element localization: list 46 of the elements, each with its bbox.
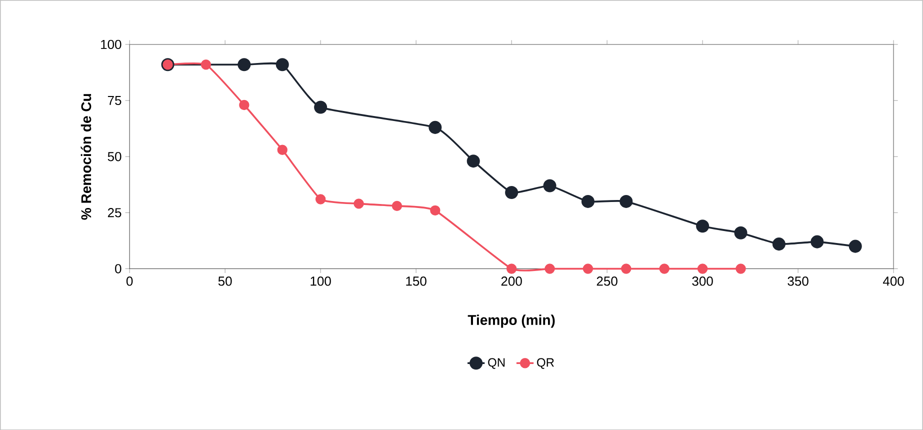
y-axis-title: % Remoción de Cu (80, 94, 92, 220)
x-tick-label: 150 (406, 276, 426, 286)
point (736, 263, 746, 274)
point (659, 263, 670, 274)
point (544, 263, 555, 274)
point (543, 179, 556, 192)
point (315, 194, 326, 204)
point (314, 100, 328, 114)
point (734, 226, 748, 240)
point (620, 194, 633, 208)
point (466, 154, 480, 168)
point (581, 194, 594, 208)
legend-label: QN (488, 358, 505, 369)
point (582, 263, 594, 274)
point (239, 100, 250, 110)
point (810, 235, 824, 248)
x-tick-label: 350 (788, 276, 808, 286)
point (697, 263, 708, 274)
point (772, 237, 786, 250)
point (200, 59, 212, 70)
point (428, 120, 442, 134)
x-tick-label: 0 (126, 276, 133, 286)
point (392, 200, 402, 211)
x-tick-label: 250 (596, 276, 618, 286)
x-tick-label: 50 (218, 276, 232, 286)
y-tick-label: 0 (115, 264, 122, 274)
y-tick-label: 50 (108, 152, 122, 162)
point (277, 144, 288, 155)
legend-label: QR (537, 358, 554, 369)
point (354, 198, 364, 209)
y-tick-label: 100 (101, 40, 122, 49)
point (505, 186, 518, 199)
point (238, 58, 251, 71)
y-tick-label: 75 (108, 96, 122, 105)
x-tick-label: 100 (310, 276, 331, 286)
point (506, 263, 517, 274)
point (848, 240, 862, 253)
y-tick-label: 25 (108, 208, 122, 218)
point (430, 205, 440, 216)
x-tick-label: 200 (501, 276, 522, 286)
point (276, 58, 289, 71)
x-tick-label: 400 (882, 276, 904, 286)
point (621, 263, 632, 274)
point (696, 219, 710, 232)
x-tick-label: 300 (692, 276, 713, 286)
x-axis-title: Tiempo (min) (468, 314, 555, 328)
